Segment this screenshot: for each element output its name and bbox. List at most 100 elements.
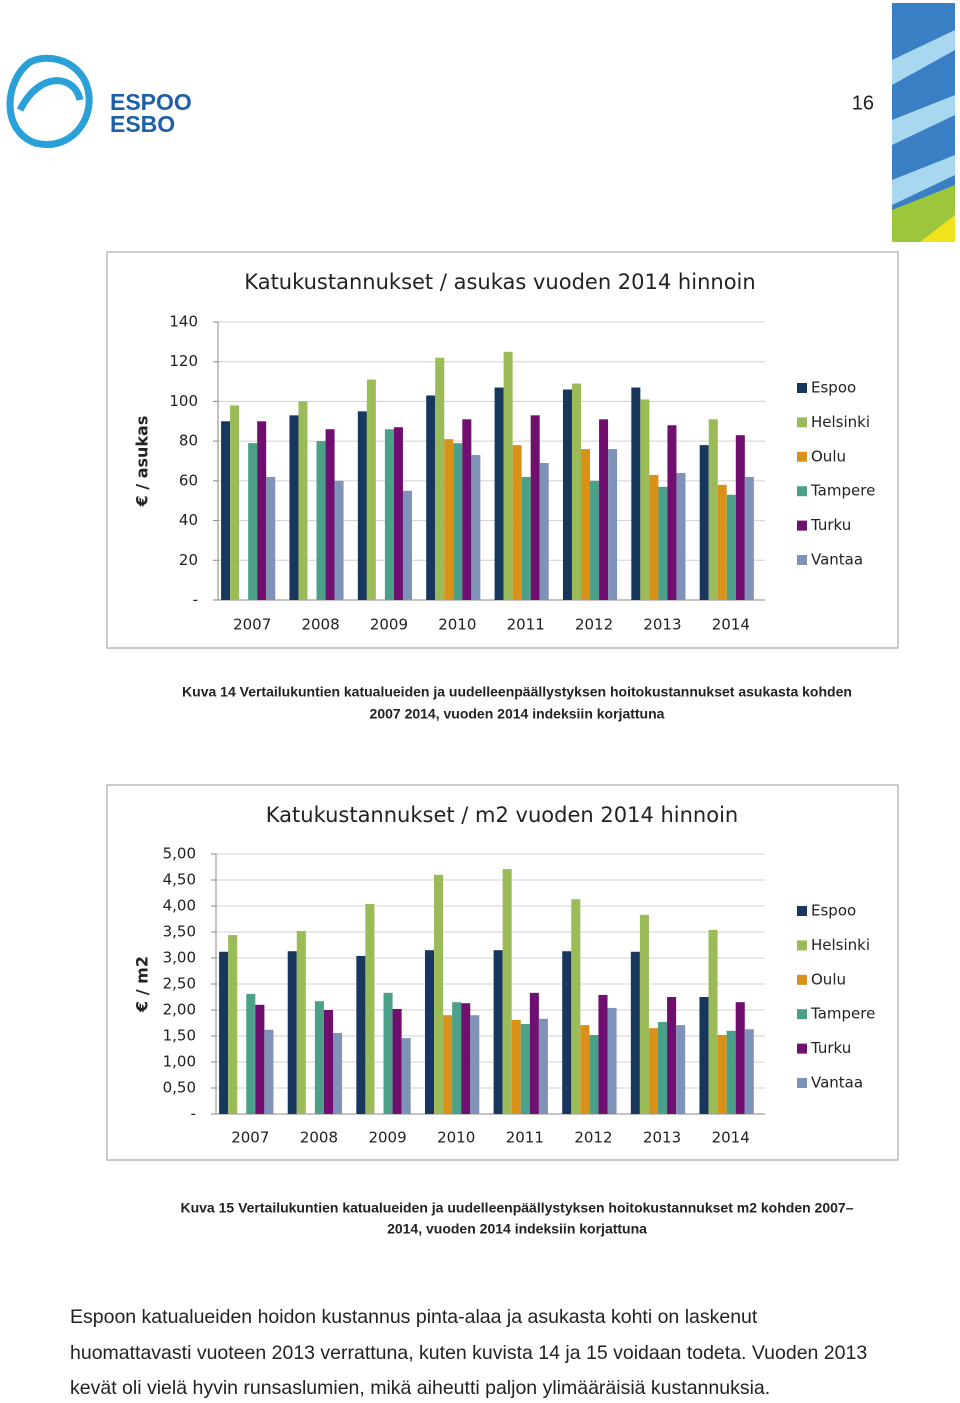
- bar: [316, 441, 326, 600]
- y-tick-label: 140: [169, 313, 198, 331]
- bar: [503, 351, 513, 600]
- bar: [599, 419, 609, 600]
- y-tick-label: 0,50: [163, 1079, 196, 1097]
- bar: [676, 472, 686, 600]
- bar: [325, 429, 335, 600]
- bar: [264, 1029, 274, 1114]
- bar: [493, 950, 503, 1114]
- bar: [494, 387, 504, 600]
- bar: [658, 486, 668, 600]
- legend-swatch: [797, 1009, 807, 1020]
- x-tick-label: 2008: [301, 616, 339, 634]
- legend-label: Helsinki: [811, 936, 870, 954]
- y-tick-label: 5,00: [163, 845, 196, 863]
- legend-label: Turku: [810, 516, 851, 534]
- bar: [648, 1028, 659, 1114]
- x-tick-label: 2014: [712, 1129, 750, 1147]
- x-tick-label: 2008: [300, 1129, 338, 1147]
- y-tick-label: 4,00: [163, 897, 196, 915]
- bar: [744, 1029, 754, 1114]
- page-number: 16: [852, 92, 874, 114]
- chart-title: Katukustannukset / m2 vuoden 2014 hinnoi…: [266, 803, 738, 827]
- y-tick-label: 100: [169, 392, 198, 410]
- bar: [598, 994, 608, 1114]
- bar: [511, 1019, 521, 1114]
- bar: [562, 389, 572, 600]
- bar: [581, 449, 591, 600]
- caption: 2007 2014, vuoden 2014 indeksiin korjatt…: [370, 706, 665, 722]
- bar: [640, 399, 650, 600]
- bar: [314, 1001, 324, 1114]
- bar: [502, 869, 512, 1114]
- bar: [424, 950, 435, 1114]
- bar: [392, 1008, 402, 1114]
- y-tick-label: 1,00: [163, 1053, 196, 1071]
- bar: [699, 997, 709, 1114]
- legend-swatch: [797, 940, 807, 951]
- legend-label: Espoo: [811, 902, 856, 920]
- legend-label: Oulu: [811, 447, 846, 465]
- paragraph-line: huomattavasti vuoteen 2013 verrattuna, k…: [70, 1342, 867, 1364]
- bar: [735, 1002, 745, 1114]
- x-tick-label: 2010: [437, 1129, 475, 1147]
- legend-label: Tampere: [810, 1005, 875, 1023]
- logo-text: ESPOO: [110, 89, 192, 115]
- y-tick-label: 80: [179, 432, 198, 450]
- bar: [462, 419, 472, 600]
- y-tick-label: 3,50: [163, 923, 196, 941]
- bar: [521, 476, 531, 600]
- y-axis-label: € / asukas: [133, 416, 152, 508]
- bar: [366, 379, 376, 600]
- legend-swatch: [797, 486, 807, 497]
- legend-label: Oulu: [811, 970, 846, 988]
- bar: [631, 387, 641, 600]
- chart-title: Katukustannukset / asukas vuoden 2014 hi…: [244, 270, 755, 294]
- decoration: [892, 3, 955, 242]
- bar: [708, 929, 718, 1114]
- bar: [699, 445, 709, 600]
- y-tick-label: 2,50: [163, 975, 196, 993]
- legend-swatch: [797, 451, 807, 462]
- bar: [658, 1021, 668, 1114]
- x-tick-label: 2013: [643, 1129, 681, 1147]
- bar: [589, 1034, 599, 1114]
- bar: [444, 439, 454, 600]
- bar: [248, 443, 258, 600]
- x-tick-label: 2007: [233, 616, 271, 634]
- bar: [333, 1032, 343, 1114]
- y-axis-label: € / m2: [133, 956, 152, 1013]
- y-tick-label: 120: [169, 352, 198, 370]
- bar: [266, 476, 276, 600]
- legend-label: Vantaa: [811, 1074, 863, 1092]
- bar: [452, 1002, 462, 1114]
- x-tick-label: 2012: [575, 616, 613, 634]
- bar: [356, 955, 366, 1114]
- x-tick-label: 2011: [507, 616, 545, 634]
- paragraph-line: Espoon katualueiden hoidon kustannus pin…: [70, 1306, 758, 1328]
- bar: [735, 435, 745, 600]
- y-tick-label: 20: [179, 551, 198, 569]
- bar: [608, 449, 618, 600]
- bar: [426, 395, 436, 600]
- bar: [434, 874, 444, 1114]
- legend-swatch: [797, 1043, 807, 1054]
- bar: [744, 476, 754, 600]
- bar: [255, 1004, 265, 1114]
- decoration-stripe: [892, 30, 955, 205]
- bar: [470, 1015, 480, 1114]
- y-tick-label: -: [193, 591, 198, 609]
- legend-label: Espoo: [811, 379, 856, 397]
- bar: [580, 1025, 590, 1114]
- bar: [296, 930, 306, 1114]
- bar: [708, 419, 718, 600]
- bar: [529, 992, 539, 1114]
- y-tick-label: 3,00: [163, 949, 196, 967]
- legend-label: Vantaa: [811, 551, 863, 569]
- bar: [639, 914, 649, 1114]
- y-tick-label: 2,00: [163, 1001, 196, 1019]
- bar: [512, 445, 522, 600]
- bar: [435, 357, 445, 600]
- bar: [461, 1003, 471, 1114]
- bar: [726, 1030, 736, 1114]
